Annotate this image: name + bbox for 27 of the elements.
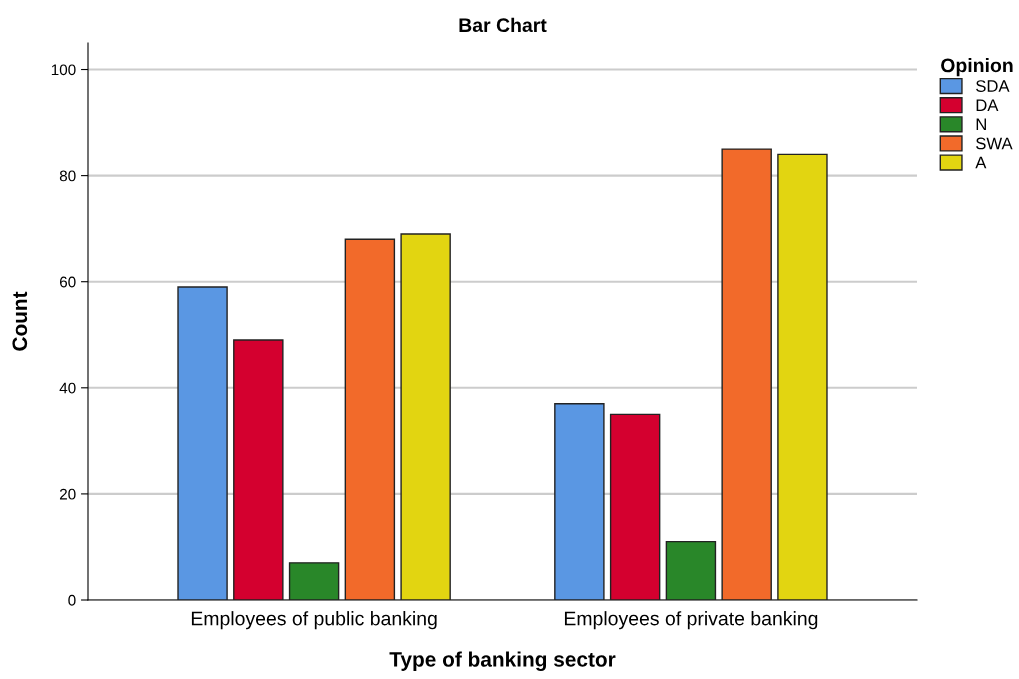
y-tick-label: 100 xyxy=(51,64,76,76)
bar xyxy=(344,238,396,600)
y-tick-label: 20 xyxy=(59,488,76,500)
legend-label: SDA xyxy=(976,80,1010,92)
legend-label: DA xyxy=(976,99,999,111)
x-tick-label: Employees of private banking xyxy=(564,611,818,630)
legend-label: SWA xyxy=(976,137,1013,150)
y-tick-label: 40 xyxy=(59,382,76,394)
y-axis-title: Count xyxy=(12,291,28,351)
bar xyxy=(609,413,661,600)
bar xyxy=(177,286,228,600)
bar xyxy=(233,339,284,600)
bar xyxy=(665,540,717,600)
legend-title: Opinion xyxy=(941,58,1013,77)
legend-label: N xyxy=(976,118,986,131)
bar xyxy=(400,233,451,600)
y-tick-label: 0 xyxy=(68,594,76,606)
bar xyxy=(288,562,340,600)
y-tick-label: 60 xyxy=(59,276,76,288)
bar xyxy=(554,403,605,600)
x-axis-title: Type of banking sector xyxy=(389,651,616,671)
bar xyxy=(721,148,772,600)
bar xyxy=(777,153,828,600)
x-tick-label: Employees of public banking xyxy=(191,611,437,630)
chart-title: Bar Chart xyxy=(459,17,547,33)
legend-label: A xyxy=(975,156,987,169)
y-tick-label: 80 xyxy=(59,170,76,182)
